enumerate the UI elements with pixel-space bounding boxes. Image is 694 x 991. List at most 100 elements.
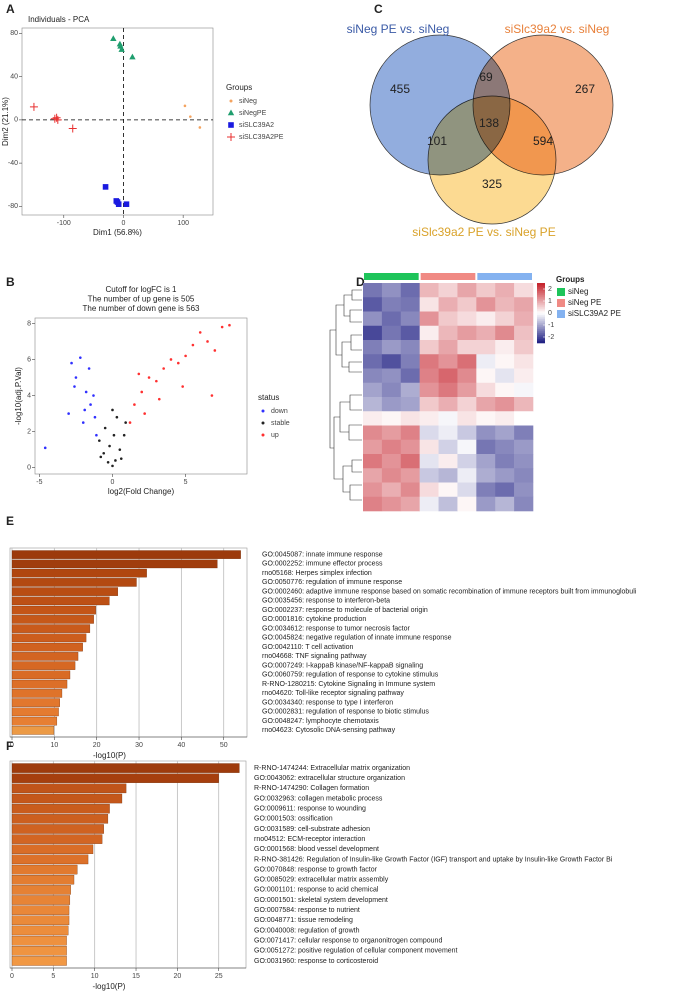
point [147,376,151,379]
bar-label: GO:0001501: skeletal system development [254,897,388,904]
bar [11,956,67,966]
venn-count: 267 [575,82,595,96]
heat-cell [381,297,402,312]
colorbar-label: 2 [548,286,552,293]
colorbar-step [537,317,545,320]
colorbar-step [537,303,545,306]
bar-label: R-RNO-1474244: Extracellular matrix orga… [254,765,410,772]
bar-label: GO:0002460: adaptive immune response bas… [262,588,637,595]
point [137,372,141,376]
heat-cell [514,425,534,441]
heat-cell [514,382,534,398]
bar [11,935,67,946]
heat-cell [457,439,477,455]
venn-count: 455 [390,82,410,96]
y-tick-label: 2 [27,428,31,435]
heat-cell [514,468,534,483]
heat-cell [400,411,420,426]
point [181,385,184,388]
point [119,457,123,460]
heat-cell [400,354,420,369]
heat-cell [457,382,477,398]
colorbar-step [537,307,545,310]
heat-cell [363,354,383,369]
point [140,390,144,394]
heat-cell [457,325,477,341]
heat-cell [457,283,477,298]
group-bar [477,273,532,280]
colorbar-step [537,329,545,332]
heat-cell [457,482,477,498]
heat-cell [457,297,477,312]
bar [11,578,137,587]
heat-cell [419,397,439,412]
heat-cell [495,340,515,355]
heat-cell [495,354,515,369]
bar [11,854,89,865]
heat-cell [495,425,515,441]
bar [11,875,75,885]
heat-cell [400,482,420,498]
point [103,426,107,430]
colorbar-step [537,287,545,290]
bar-label: GO:0001101: response to acid chemical [254,887,379,894]
heat-cell [476,496,496,512]
colorbar-step [537,327,545,330]
bar [11,905,70,915]
legend-label: up [271,432,279,439]
bar-label: rno04620: Toll-like receptor signaling p… [262,690,404,697]
bar [11,689,63,698]
point [206,340,209,343]
legend-swatch [557,288,565,296]
panel-label: D [356,275,365,289]
heat-cell [419,425,439,441]
legend-label: siSLC39A2PE [239,134,284,141]
legend-swatch [557,310,565,318]
bar [11,946,67,956]
legend-label: siNeg PE [568,298,601,307]
legend-label: siNegPE [239,110,267,117]
bar [11,605,96,615]
heat-cell [419,454,439,469]
heat-cell [438,354,458,369]
bar-label: GO:0007249: I-kappaB kinase/NF-kappaB si… [262,662,423,669]
heat-cell [381,325,402,341]
heat-cell [514,411,534,426]
heat-cell [476,340,496,355]
heat-cell [457,368,477,384]
colorbar-step [537,335,545,338]
point [73,385,76,388]
point [99,455,103,459]
panel: E 0 10 20 30 40 50 GO:0045087: innate immune re… [6,514,637,760]
heat-cell [438,283,458,298]
heat-cell [419,496,439,512]
x-tick-label: 10 [50,742,58,749]
heat-cell [514,354,534,369]
colorbar-step [537,311,545,314]
colorbar-step [537,295,545,298]
heat-cell [457,454,477,469]
heat-cell [476,439,496,455]
heat-cell [438,482,458,498]
heat-cell [363,325,383,341]
heat-cell [457,496,477,512]
bar-label: GO:0007584: response to nutrient [254,907,360,914]
bar-label: GO:0002831: regulation of response to bi… [262,709,429,716]
heat-cell [495,496,515,512]
x-tick-label: 0 [10,742,14,749]
point [53,115,62,124]
heat-cell [457,468,477,483]
heat-cell [419,340,439,355]
colorbar-step [537,315,545,318]
y-tick-label: 80 [10,30,18,37]
colorbar-step [537,319,545,322]
point [157,397,161,401]
bar-label: GO:0002252: immune effector process [262,561,383,568]
plot-frame [34,317,248,475]
y-tick-label: 6 [27,356,31,363]
heat-cell [363,411,383,426]
point [213,349,217,352]
y-tick-label: -80 [8,203,18,210]
heat-cell [363,382,383,398]
bar-label: rno04512: ECM-receptor interaction [254,836,365,843]
